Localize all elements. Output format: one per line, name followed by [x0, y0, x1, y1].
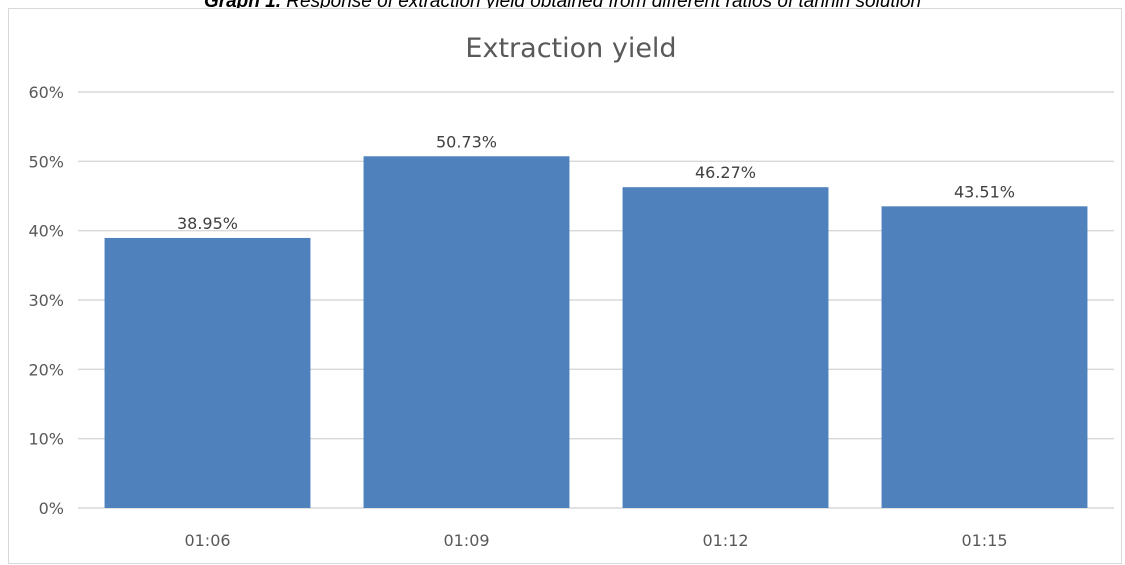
y-axis-ticks: 0% 10% 20% 30% 40% 50% 60% — [28, 83, 64, 518]
y-tick-label: 40% — [28, 222, 64, 241]
data-labels: 38.95% 50.73% 46.27% 43.51% — [177, 132, 1015, 233]
y-tick-label: 60% — [28, 83, 64, 102]
bar — [881, 206, 1088, 508]
bar — [622, 187, 829, 508]
data-label: 46.27% — [695, 163, 756, 182]
x-tick-label: 01:15 — [961, 531, 1007, 550]
bar — [104, 237, 311, 509]
y-tick-label: 50% — [28, 152, 64, 171]
bar — [363, 156, 570, 508]
y-tick-label: 20% — [28, 360, 64, 379]
data-label: 38.95% — [177, 214, 238, 233]
data-label: 50.73% — [436, 132, 497, 151]
x-tick-label: 01:09 — [443, 531, 489, 550]
data-label: 43.51% — [954, 182, 1015, 201]
y-tick-label: 30% — [28, 291, 64, 310]
x-tick-label: 01:12 — [702, 531, 748, 550]
chart-title: Extraction yield — [465, 33, 676, 64]
bars — [104, 156, 1088, 509]
y-tick-label: 10% — [28, 430, 64, 449]
x-tick-label: 01:06 — [184, 531, 230, 550]
y-tick-label: 0% — [39, 499, 64, 518]
x-axis-ticks: 01:06 01:09 01:12 01:15 — [184, 531, 1007, 550]
